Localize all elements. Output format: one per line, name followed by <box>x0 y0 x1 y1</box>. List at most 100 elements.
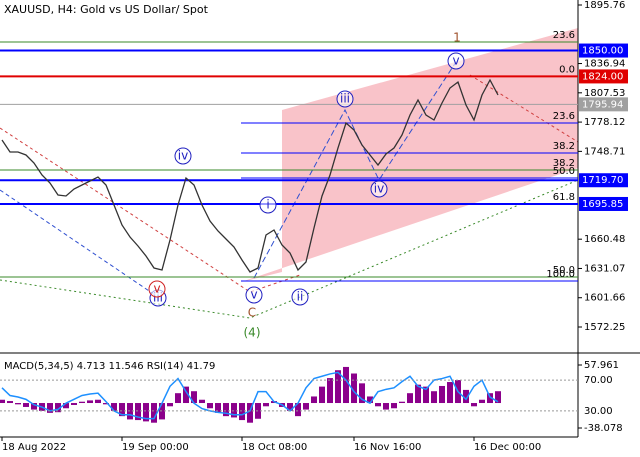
macd-bar <box>351 373 357 404</box>
macd-bar <box>215 403 221 413</box>
y-tick-label: 57.961 <box>584 360 619 371</box>
wave-label: iii <box>340 92 350 106</box>
macd-bar <box>239 403 245 421</box>
macd-bar <box>55 403 61 413</box>
wave-label: v <box>250 288 257 302</box>
wave-label: 1 <box>453 31 461 45</box>
wave-label: i <box>266 198 269 212</box>
x-tick-label: 16 Dec 00:00 <box>474 442 541 453</box>
wave-circle <box>245 286 263 304</box>
fib-label: 100.0 <box>546 269 575 280</box>
fib-label: 38.2 <box>553 141 575 152</box>
fib-label: 61.8 <box>553 192 575 203</box>
y-tick-label: 1572.25 <box>584 322 625 333</box>
wave-circle <box>174 147 192 165</box>
macd-bar <box>423 386 429 404</box>
macd-bar <box>183 386 189 404</box>
y-tick-label: 1748.71 <box>584 146 625 157</box>
fib-label: 50.0 <box>553 265 575 276</box>
macd-bar <box>151 403 157 423</box>
macd-bar <box>367 396 373 404</box>
level-label: 1795.94 <box>582 99 623 110</box>
y2-tick-label: 70.00 <box>584 375 613 386</box>
macd-bar <box>15 403 21 405</box>
wave-circle <box>336 90 354 108</box>
wave-circle <box>370 180 388 198</box>
macd-bar <box>319 386 325 404</box>
y-tick-label: -38.078 <box>584 423 623 434</box>
level-box <box>579 69 628 84</box>
macd-bar <box>335 370 341 404</box>
fib-label: 0.0 <box>559 64 575 75</box>
wave-circle <box>148 280 166 298</box>
macd-bar <box>399 401 405 404</box>
wave-label: ii <box>297 290 304 304</box>
macd-bar <box>31 403 37 410</box>
macd-bar <box>7 401 13 404</box>
level-label: 1695.85 <box>582 199 623 210</box>
wave-label: (4) <box>244 326 261 340</box>
macd-bar <box>143 403 149 422</box>
wave-label: v <box>153 282 160 296</box>
macd-bar <box>471 403 477 407</box>
macd-bar <box>263 403 269 407</box>
macd-bar <box>495 391 501 404</box>
wave-label: C <box>248 306 256 320</box>
macd-bar <box>223 403 229 417</box>
macd-bar <box>463 389 469 404</box>
macd-bar <box>119 403 125 417</box>
x-tick-label: 18 Oct 08:00 <box>242 442 307 453</box>
wave-label: iv <box>178 149 188 163</box>
macd-bar <box>167 403 173 407</box>
macd-bar <box>407 393 413 404</box>
level-label: 1824.00 <box>582 71 623 82</box>
fib-label: 23.6 <box>553 30 575 41</box>
macd-bar <box>303 403 309 410</box>
y-tick-label: 1601.66 <box>584 293 625 304</box>
macd-bar <box>79 401 85 404</box>
y-tick-label: 1807.53 <box>584 88 625 99</box>
level-box <box>579 43 628 58</box>
fib-label: 38.2 <box>553 158 575 169</box>
macd-bar <box>375 403 381 407</box>
y-tick-label: 1836.94 <box>584 59 625 70</box>
macd-bar <box>47 403 53 413</box>
wave-circle <box>291 288 309 306</box>
macd-bar <box>175 393 181 404</box>
macd-bar <box>479 399 485 404</box>
fib-label: 50.0 <box>553 166 575 177</box>
macd-bar <box>247 403 253 423</box>
trend-line <box>0 179 579 319</box>
macd-bar <box>207 403 213 409</box>
macd-bar <box>295 403 301 417</box>
macd-bar <box>71 403 77 405</box>
macd-bar <box>431 391 437 404</box>
macd-bar <box>23 403 29 407</box>
macd-bar <box>87 400 93 404</box>
macd-bar <box>63 403 69 409</box>
level-label: 1719.70 <box>582 175 623 186</box>
macd-bar <box>231 403 237 418</box>
channel <box>241 28 578 282</box>
macd-bar <box>135 403 141 421</box>
macd-bar <box>383 403 389 410</box>
indicator-title: MACD(5,34,5) 4.713 11.546 RSI(14) 41.79 <box>4 361 215 372</box>
macd-bar <box>191 391 197 404</box>
wave-circle <box>259 196 277 214</box>
macd-bar <box>415 384 421 404</box>
y-tick-label: 1778.12 <box>584 117 625 128</box>
macd-bar <box>487 393 493 404</box>
level-label: 1850.00 <box>582 46 623 57</box>
macd-bar <box>391 403 397 409</box>
macd-bar <box>311 396 317 404</box>
macd-bar <box>439 385 445 404</box>
y2-tick-label: 30.00 <box>584 406 613 417</box>
macd-bar <box>111 403 117 411</box>
macd-bar <box>287 403 293 411</box>
level-box <box>579 196 628 211</box>
wave-label: v <box>452 54 459 68</box>
y-tick-label: 1631.07 <box>584 263 625 274</box>
x-tick-label: 18 Aug 2022 <box>2 442 66 453</box>
